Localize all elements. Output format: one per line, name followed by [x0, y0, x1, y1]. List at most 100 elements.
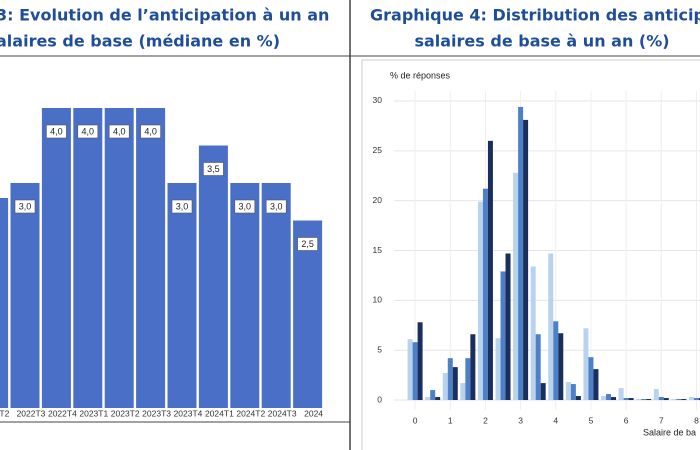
- x-tick-label: 1: [448, 415, 453, 425]
- chart-subtitle: alaires de base (médiane en %): [0, 32, 280, 51]
- bar: [548, 253, 554, 401]
- value-label: 4,0: [50, 126, 63, 136]
- bar: [606, 394, 612, 401]
- y-tick-label: 20: [373, 195, 383, 205]
- value-label-box: [77, 124, 99, 139]
- value-label: 3,0: [270, 201, 283, 211]
- bar: [136, 108, 166, 408]
- y-tick-label: 0: [377, 394, 382, 404]
- bar: [681, 399, 687, 401]
- value-label-box: [14, 199, 36, 214]
- chart-subtitle: salaires de base à un an (%): [414, 32, 669, 51]
- x-tick-label: 5: [589, 415, 594, 425]
- bar: [530, 266, 536, 401]
- value-label-box: [108, 124, 130, 139]
- value-label-box: [203, 162, 224, 176]
- bar: [425, 397, 431, 401]
- plot-frame: [361, 59, 700, 450]
- chart-title: 3: Evolution de l’anticipation à un an: [0, 6, 329, 25]
- y-tick-label: 15: [373, 245, 383, 255]
- bar: [601, 396, 607, 401]
- bar: [523, 119, 529, 401]
- value-label: 3,5: [207, 164, 220, 174]
- bar: [430, 390, 436, 401]
- bar: [518, 106, 524, 401]
- bar: [460, 383, 466, 401]
- bar: [73, 108, 103, 408]
- x-tick-label: 2022T4: [48, 408, 77, 418]
- bar: [636, 399, 642, 401]
- y-tick-label: 25: [373, 145, 383, 155]
- x-tick-label: 2024T1: [205, 408, 234, 418]
- bar: [593, 369, 599, 401]
- x-tick-label: 6: [624, 415, 629, 425]
- bar: [688, 397, 694, 401]
- x-axis-label: Salaire de ba: [643, 427, 696, 437]
- x-tick-label: 22T2: [0, 408, 10, 418]
- value-label-box: [297, 237, 318, 251]
- x-tick-label: 2024T3: [268, 408, 297, 418]
- bar: [558, 333, 564, 401]
- bar: [261, 183, 291, 408]
- x-tick-label: 2023T3: [142, 408, 171, 418]
- bar: [10, 183, 40, 408]
- bar: [41, 108, 71, 408]
- bar: [442, 373, 448, 401]
- bar: [623, 398, 629, 401]
- bar: [565, 382, 571, 401]
- value-label-box: [234, 199, 256, 214]
- bar: [513, 172, 519, 401]
- bar: [588, 357, 594, 401]
- bar: [487, 140, 493, 401]
- bar: [293, 220, 323, 408]
- x-tick-label: 8: [694, 415, 699, 425]
- x-tick-label: 2022T3: [17, 408, 46, 418]
- bar: [535, 334, 541, 401]
- bar: [407, 339, 413, 401]
- bar: [641, 399, 647, 401]
- value-label-box: [265, 199, 287, 214]
- bar: [167, 183, 197, 408]
- chart-title: Graphique 4: Distribution des anticipati…: [370, 6, 700, 25]
- bar: [553, 321, 559, 401]
- value-label: 3,0: [239, 201, 252, 211]
- bar: [540, 383, 546, 401]
- value-label: 4,0: [113, 126, 126, 136]
- bar: [693, 398, 699, 401]
- value-label: 3,0: [19, 201, 32, 211]
- bar: [658, 397, 664, 401]
- bar: [505, 253, 511, 401]
- x-tick-label: 7: [659, 415, 664, 425]
- bar: [0, 198, 9, 408]
- x-tick-label: 2: [483, 415, 488, 425]
- bar: [575, 396, 581, 401]
- bar: [482, 188, 488, 401]
- value-label-box: [171, 199, 193, 214]
- x-tick-label: 2023T2: [111, 408, 140, 418]
- bar: [435, 397, 441, 401]
- y-tick-label: 30: [373, 95, 383, 105]
- bar: [570, 384, 576, 401]
- y-axis-label: % de réponses: [390, 70, 451, 80]
- bar: [671, 399, 677, 401]
- bar: [412, 342, 418, 401]
- x-tick-label: 2024: [304, 408, 323, 418]
- bar: [495, 338, 501, 401]
- value-label-box: [46, 124, 67, 139]
- y-tick-label: 5: [377, 344, 382, 354]
- x-tick-label: 4: [553, 415, 558, 425]
- bar: [583, 328, 589, 401]
- bar: [646, 399, 652, 401]
- bar: [452, 367, 458, 401]
- bar: [676, 399, 682, 401]
- bar: [663, 398, 669, 401]
- x-tick-label: 0: [413, 415, 418, 425]
- x-tick-label: 2023T4: [174, 408, 203, 418]
- value-label: 4,0: [82, 126, 95, 136]
- bar: [465, 358, 471, 401]
- bar: [417, 322, 423, 401]
- bar: [653, 389, 659, 401]
- value-label-box: [140, 124, 161, 139]
